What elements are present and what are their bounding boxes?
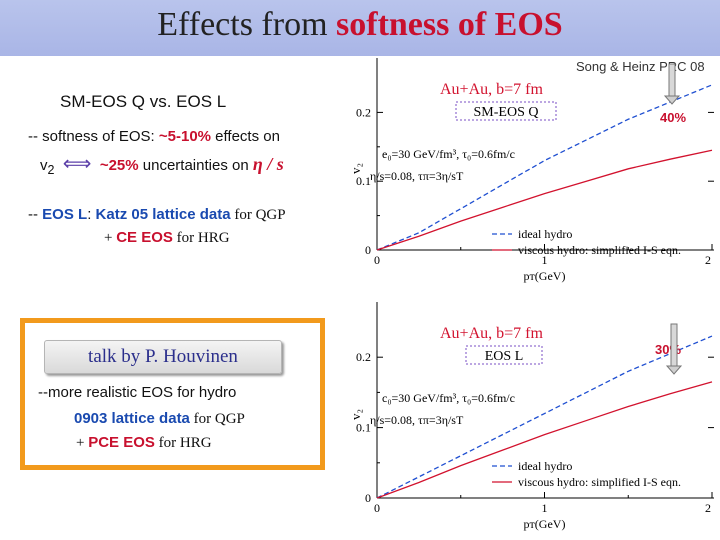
ideal-hydro-curve (376, 84, 713, 251)
v2-plot-sm-eos-q: 0.2 0.1 00 1 2 v₂ pᴛ(GeV) Au+Au, b=7 fm SM-EOS Q… (348, 58, 714, 283)
slide-title: Effects from softness of EOS (0, 6, 720, 44)
x-tick-label: 1 (542, 253, 548, 267)
pce-plus: + (76, 435, 89, 451)
for-qgp-2: for QGP (189, 411, 245, 427)
title-bar (0, 0, 720, 56)
lattice-data-1: lattice data (148, 206, 231, 223)
more-realistic-line: --more realistic EOS for hydro (38, 384, 237, 401)
percent-label: 40% (660, 110, 686, 125)
y-tick-label: 0.2 (356, 350, 371, 364)
pce-line: + PCE EOS for HRG (76, 434, 212, 452)
softness-value: ~5-10% (158, 128, 212, 145)
y-tick-label: 0.2 (356, 105, 371, 119)
uncertainty-suffix: uncertainties on (138, 157, 253, 174)
y-tick-label: 0 (365, 491, 371, 505)
v2-label: v (40, 157, 48, 174)
comparison-heading: SM-EOS Q vs. EOS L (60, 92, 227, 111)
legend-label: ideal hydro (518, 227, 572, 241)
for-hrg-2: for HRG (154, 435, 212, 451)
system-label: Au+Au, b=7 fm (440, 325, 543, 342)
softness-suffix: effects on (211, 128, 280, 145)
param-line-1: e₀=30 GeV/fm³, τ₀=0.6fm/c (382, 147, 515, 161)
double-arrow-icon: ⟺ (62, 153, 92, 175)
x-tick-label: 1 (542, 501, 548, 515)
viscous-hydro-curve (376, 149, 713, 251)
y-tick-label: 0 (365, 243, 371, 257)
x-tick-label: 2 (705, 501, 711, 515)
eosl-label: EOS L (42, 206, 88, 223)
system-label: Au+Au, b=7 fm (440, 81, 543, 98)
eos-label: EOS L (485, 349, 524, 364)
lattice-0903-line: 0903 lattice data for QGP (74, 410, 245, 428)
eosl-colon: : (87, 206, 96, 223)
y-tick-label: 0.1 (356, 421, 371, 435)
for-hrg-1: for HRG (172, 230, 230, 246)
down-arrow-icon (665, 365, 683, 375)
ce-eos: CE EOS (116, 229, 173, 246)
eta-over-s: η / s (252, 154, 284, 174)
down-arrow-icon (663, 95, 681, 105)
uncertainty-value: ~25% (99, 157, 139, 174)
x-tick-label: 0 (374, 501, 380, 515)
param-line-2: η/s=0.08, τπ=3η/sT (370, 169, 464, 183)
legend-label: viscous hydro: simplified I-S eqn. (518, 243, 681, 257)
ideal-hydro-curve (376, 335, 713, 499)
ce-line: + CE EOS for HRG (104, 229, 230, 247)
x-tick-label: 2 (705, 253, 711, 267)
eos-label: SM-EOS Q (474, 105, 539, 120)
viscous-hydro-curve (376, 381, 713, 499)
legend-label: ideal hydro (518, 459, 572, 473)
param-line-2: η/s=0.08, τπ=3η/sT (370, 413, 464, 427)
v2-subscript: 2 (47, 163, 55, 177)
talk-box (20, 318, 325, 470)
eos-label-box (465, 345, 543, 365)
y-axis-label: v₂ (348, 409, 363, 420)
down-arrow-shaft (668, 63, 676, 97)
ce-plus: + (104, 230, 117, 246)
softness-prefix: -- softness of EOS: (28, 128, 159, 145)
title-highlight: softness of EOS (336, 6, 563, 43)
lattice-0903-text: lattice data (107, 410, 190, 427)
x-axis-label: pᴛ(GeV) (524, 269, 566, 283)
legend-label: viscous hydro: simplified I-S eqn. (518, 475, 681, 489)
softness-line: -- softness of EOS: ~5-10% effects on (28, 128, 280, 145)
param-line-1: c₀=30 GeV/fm³, τ₀=0.6fm/c (382, 391, 515, 405)
for-qgp-1: for QGP (230, 207, 286, 223)
katz-label: Katz 05 (95, 206, 149, 223)
uncertainty-line: v2 ⟺ ~25% uncertainties on η / s (40, 151, 284, 177)
y-tick-label: 0.1 (356, 174, 371, 188)
pce-eos: PCE EOS (88, 434, 155, 451)
y-axis-label: v₂ (348, 163, 363, 174)
lattice-0903-num: 0903 (74, 410, 108, 427)
down-arrow-shaft (670, 323, 678, 367)
eosl-line: -- EOS L: Katz 05 lattice data for QGP (28, 206, 286, 224)
x-tick-label: 0 (374, 253, 380, 267)
title-prefix: Effects from (157, 6, 337, 43)
x-axis-label: pᴛ(GeV) (524, 517, 566, 531)
eos-label-box (455, 101, 557, 121)
eosl-prefix: -- (28, 206, 43, 223)
talk-button[interactable]: talk by P. Houvinen (44, 340, 282, 374)
